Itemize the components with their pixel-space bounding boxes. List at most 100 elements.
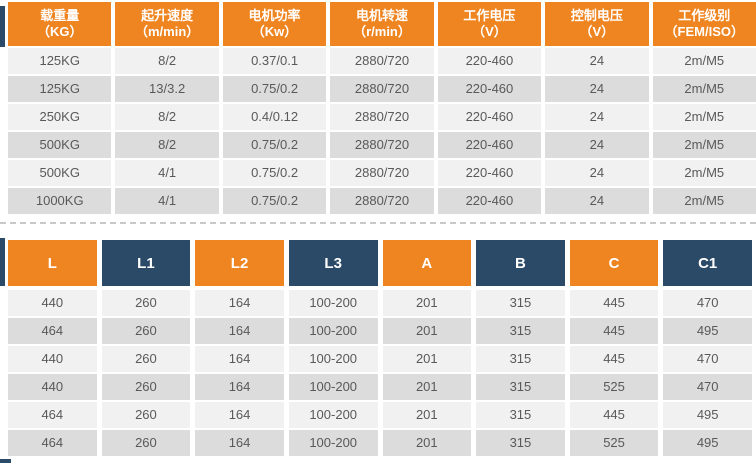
dimension-table-cell-r1-b: 315 [476, 290, 565, 316]
dimension-table: L L1 L2 L3 A B C C1 440 260 164 100-200 201 315 445 47… [0, 240, 756, 456]
dimension-table-header-row: L L1 L2 L3 A B C C1 [0, 240, 756, 286]
header-unit: （m/min） [134, 24, 200, 39]
motor-spec-table-cell-r2-working-voltage: 220-460 [437, 76, 542, 102]
dimension-table-header-l2: L2 [195, 240, 284, 286]
header-unit: （KG） [36, 24, 83, 39]
motor-spec-table-cell-r3-motor-power: 0.4/0.12 [222, 104, 327, 130]
dimension-table-cell-r6-a: 201 [382, 430, 472, 456]
dimension-table-cell-r3-l1: 260 [101, 346, 191, 372]
motor-spec-table-header-lifting-speed: 起升速度 （m/min） [115, 2, 219, 46]
motor-spec-table-cell-r4-motor-speed: 2880/720 [330, 132, 434, 158]
dimension-table-cell-r6-l2: 164 [195, 430, 284, 456]
dimension-table-cell-r4-l: 440 [8, 374, 97, 400]
dimension-table-cell-r2-l3: 100-200 [288, 318, 378, 344]
motor-spec-table: 载重量 （KG） 起升速度 （m/min） 电机功率 （Kw） 电机转速 （r/min） 工作电… [0, 2, 756, 214]
dimension-table-header-c1: C1 [663, 240, 752, 286]
dimension-table-cell-r5-c1: 495 [663, 402, 752, 428]
motor-spec-table-header-working-class: 工作级别 （FEM/ISO） [652, 2, 756, 46]
dashed-divider [0, 222, 756, 224]
motor-spec-table-cell-r6-motor-speed: 2880/720 [330, 188, 434, 214]
header-label: 电机功率 [248, 8, 301, 23]
motor-spec-table-cell-r5-lifting-speed: 4/1 [115, 160, 219, 186]
motor-spec-table-cell-r2-working-class: 2m/M5 [652, 76, 756, 102]
dimension-table-cell-r5-a: 201 [382, 402, 472, 428]
dimension-table-cell-r3-c1: 470 [663, 346, 752, 372]
motor-spec-table-cell-r6-load-capacity: 1000KG [8, 188, 112, 214]
header-label: C1 [698, 254, 718, 272]
dimension-table-cell-r2-l1: 260 [101, 318, 191, 344]
dimension-table-cell-r1-l3: 100-200 [288, 290, 378, 316]
motor-spec-table-header-load-capacity: 载重量 （KG） [8, 2, 112, 46]
header-label: C [608, 254, 620, 272]
dimension-table-cell-r1-l: 440 [8, 290, 97, 316]
motor-spec-table-header-control-voltage: 控制电压 （V） [545, 2, 649, 46]
header-unit: （r/min） [353, 24, 411, 39]
motor-spec-table-cell-r2-load-capacity: 125KG [8, 76, 112, 102]
motor-table-left-edge-strip [0, 6, 5, 47]
header-label: 载重量 [40, 8, 80, 23]
dimension-table-cell-r1-l1: 260 [101, 290, 191, 316]
dimension-table-cell-r6-c1: 495 [663, 430, 752, 456]
motor-spec-table-cell-r3-motor-speed: 2880/720 [330, 104, 434, 130]
dimension-table-cell-r1-c: 445 [569, 290, 659, 316]
motor-spec-table-header-motor-speed: 电机转速 （r/min） [330, 2, 434, 46]
dimension-table-cell-r2-c1: 495 [663, 318, 752, 344]
header-label: 工作级别 [678, 8, 731, 23]
dimension-table-cell-r6-l: 464 [8, 430, 97, 456]
header-label: B [515, 254, 526, 272]
dimension-table-cell-r5-l1: 260 [101, 402, 191, 428]
dimension-table-cell-r4-c1: 470 [663, 374, 752, 400]
dimension-table-cell-r3-b: 315 [476, 346, 565, 372]
header-label: 控制电压 [570, 8, 623, 23]
motor-spec-table-cell-r1-working-voltage: 220-460 [437, 48, 542, 74]
dimension-table-cell-r1-c1: 470 [663, 290, 752, 316]
header-label: L3 [324, 254, 342, 272]
header-label: 起升速度 [141, 8, 194, 23]
motor-spec-table-cell-r3-control-voltage: 24 [545, 104, 649, 130]
motor-spec-table-cell-r4-working-class: 2m/M5 [652, 132, 756, 158]
dimension-table-cell-r3-l: 440 [8, 346, 97, 372]
motor-spec-table-cell-r1-control-voltage: 24 [545, 48, 649, 74]
dimension-table-header-b: B [476, 240, 565, 286]
motor-spec-table-cell-r6-lifting-speed: 4/1 [115, 188, 219, 214]
motor-spec-table-cell-r3-load-capacity: 250KG [8, 104, 112, 130]
motor-spec-table-cell-r3-lifting-speed: 8/2 [115, 104, 219, 130]
motor-spec-table-cell-r4-working-voltage: 220-460 [437, 132, 542, 158]
motor-spec-table-cell-r2-motor-speed: 2880/720 [330, 76, 434, 102]
dimension-table-cell-r4-a: 201 [382, 374, 472, 400]
header-unit: （FEM/ISO） [664, 24, 744, 39]
motor-spec-table-cell-r2-control-voltage: 24 [545, 76, 649, 102]
motor-spec-table-cell-r6-control-voltage: 24 [545, 188, 649, 214]
dimension-table-cell-r3-c: 445 [569, 346, 659, 372]
dimension-table-cell-r4-c: 525 [569, 374, 659, 400]
dimension-table-cell-r4-l1: 260 [101, 374, 191, 400]
header-label: 工作电压 [463, 8, 516, 23]
motor-spec-table-cell-r5-load-capacity: 500KG [8, 160, 112, 186]
motor-spec-table-header-row: 载重量 （KG） 起升速度 （m/min） 电机功率 （Kw） 电机转速 （r/min） 工作电… [0, 2, 756, 46]
dimension-table-header-l3: L3 [288, 240, 378, 286]
dimension-table-cell-r5-l3: 100-200 [288, 402, 378, 428]
dimension-table-cell-r4-l2: 164 [195, 374, 284, 400]
motor-spec-table-cell-r2-lifting-speed: 13/3.2 [115, 76, 219, 102]
motor-spec-table-cell-r4-motor-power: 0.75/0.2 [222, 132, 327, 158]
dimension-table-header-a: A [382, 240, 472, 286]
dimension-table-cell-r3-a: 201 [382, 346, 472, 372]
dimension-table-left-edge-strip [0, 238, 5, 286]
header-label: A [421, 254, 433, 272]
dimension-table-cell-r1-a: 201 [382, 290, 472, 316]
dimension-table-cell-r3-l3: 100-200 [288, 346, 378, 372]
dimension-table-cell-r5-l: 464 [8, 402, 97, 428]
motor-spec-table-cell-r4-control-voltage: 24 [545, 132, 649, 158]
motor-spec-table-cell-r5-working-class: 2m/M5 [652, 160, 756, 186]
motor-spec-table-cell-r2-motor-power: 0.75/0.2 [222, 76, 327, 102]
motor-spec-table-cell-r6-motor-power: 0.75/0.2 [222, 188, 327, 214]
motor-spec-table-cell-r4-load-capacity: 500KG [8, 132, 112, 158]
dimension-table-cell-r2-a: 201 [382, 318, 472, 344]
motor-spec-table-cell-r6-working-voltage: 220-460 [437, 188, 542, 214]
motor-spec-table-header-working-voltage: 工作电压 （V） [437, 2, 542, 46]
header-label: L2 [230, 254, 249, 272]
motor-spec-table-cell-r1-load-capacity: 125KG [8, 48, 112, 74]
motor-spec-table-cell-r3-working-voltage: 220-460 [437, 104, 542, 130]
dimension-table-cell-r6-l3: 100-200 [288, 430, 378, 456]
header-label: L1 [137, 254, 155, 272]
